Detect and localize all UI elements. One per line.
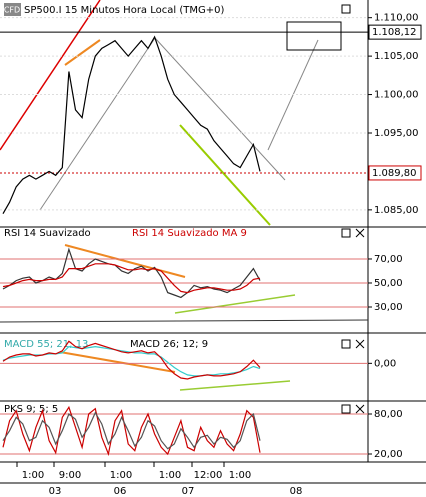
y-tick-label: 1.100,00 <box>374 90 419 101</box>
series-line <box>2 340 261 380</box>
y-tick-label: 1.110,00 <box>374 13 419 24</box>
x-tick-label: 1:00 <box>22 470 44 481</box>
price-tag <box>368 165 422 181</box>
y-tick-label: 80,00 <box>374 409 403 420</box>
legend-entry: PKS 9; 5; 5 <box>4 404 58 415</box>
close-button[interactable] <box>355 404 365 414</box>
annotation-box <box>286 21 342 51</box>
trend-line <box>174 294 296 314</box>
date-label: 08 <box>290 486 303 497</box>
date-label: 03 <box>49 486 62 497</box>
x-tick-label: 1:00 <box>159 470 181 481</box>
y-tick-label: 70,00 <box>374 254 403 265</box>
trend-line <box>154 37 286 181</box>
legend-entry: MACD 55; 21; 13 <box>4 339 88 350</box>
pane-title: SP500.I 15 Minutos Hora Local (TMG+0) <box>24 5 224 16</box>
date-label: 07 <box>182 486 195 497</box>
trend-line <box>179 124 271 226</box>
y-tick-label: 1.095,00 <box>374 128 419 139</box>
price-label: 1.108,12 <box>372 27 417 38</box>
logo: CFD <box>4 6 20 15</box>
y-tick-label: 1.105,00 <box>374 51 419 62</box>
trend-line <box>0 319 369 323</box>
logo-bg <box>4 3 21 16</box>
trend-line <box>59 351 176 373</box>
price-label: 1.089,80 <box>372 168 417 179</box>
maximize-button[interactable] <box>341 404 351 414</box>
trend-line <box>64 244 186 278</box>
series-line <box>2 411 261 450</box>
pane-buttons <box>341 4 365 414</box>
y-tick-label: 1.085,00 <box>374 205 419 216</box>
y-tick-label: 0,00 <box>374 358 396 369</box>
close-button[interactable] <box>355 339 365 349</box>
series-line <box>2 405 261 457</box>
x-tick-label: 9:00 <box>59 470 81 481</box>
date-label: 06 <box>114 486 127 497</box>
trend-line <box>0 0 101 151</box>
legend-entry: RSI 14 Suavizado <box>4 228 91 239</box>
series-line <box>2 35 261 214</box>
maximize-button[interactable] <box>341 228 351 238</box>
y-tick-label: 30,00 <box>374 302 403 313</box>
x-tick-label: 1:00 <box>229 470 251 481</box>
maximize-button[interactable] <box>341 4 351 14</box>
y-tick-label: 50,00 <box>374 278 403 289</box>
trend-line <box>64 39 101 66</box>
x-tick-label: 1:00 <box>110 470 132 481</box>
legend-entry: MACD 26; 12; 9 <box>130 339 208 350</box>
price-tag <box>368 24 422 40</box>
y-tick-label: 20,00 <box>374 449 403 460</box>
legend-entry: RSI 14 Suavizado MA 9 <box>132 228 247 239</box>
x-tick-label: 12:00 <box>194 470 223 481</box>
trend-line <box>39 37 156 211</box>
trend-line <box>179 380 291 391</box>
series-line <box>2 263 261 294</box>
maximize-button[interactable] <box>341 339 351 349</box>
close-button[interactable] <box>355 228 365 238</box>
series-line <box>2 247 261 299</box>
